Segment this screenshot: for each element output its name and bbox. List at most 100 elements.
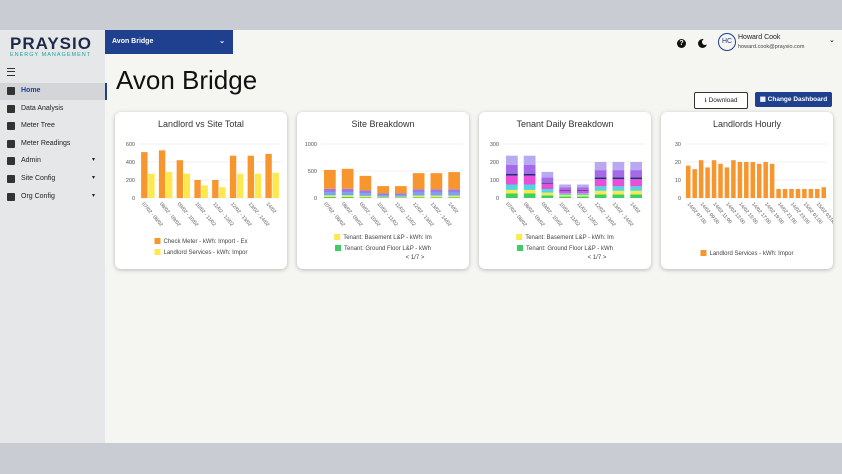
bar-segment bbox=[324, 196, 336, 198]
bar-segment bbox=[612, 190, 625, 195]
bar-segment bbox=[577, 196, 589, 198]
bar-segment bbox=[630, 186, 642, 191]
bar-segment bbox=[506, 189, 518, 194]
nav-item[interactable]: Data Analysis bbox=[0, 101, 105, 118]
legend-swatch bbox=[334, 234, 341, 240]
bar-segment bbox=[594, 190, 607, 195]
bar-segment bbox=[377, 196, 389, 198]
logo-tagline: ENERGY MANAGEMENT bbox=[10, 52, 92, 58]
nav-item[interactable]: Site Config ▾ bbox=[0, 171, 105, 188]
sidebar: PRAYSIO ENERGY MANAGEMENT Home Data Analy… bbox=[0, 30, 107, 443]
menu-icon[interactable] bbox=[7, 68, 15, 76]
bar-segment bbox=[523, 193, 536, 198]
bar-segment bbox=[395, 195, 407, 197]
bar-segment bbox=[395, 193, 407, 196]
bar-segment bbox=[341, 195, 354, 197]
nav-item[interactable]: Meter Tree bbox=[0, 118, 105, 135]
legend-label: Tenant: Ground Floor L&P - kWh bbox=[526, 246, 613, 252]
bar-segment bbox=[377, 195, 389, 197]
bar-segment bbox=[430, 173, 443, 190]
bar-segment bbox=[523, 184, 536, 190]
bar-segment bbox=[377, 193, 389, 196]
y-tick-label: 10 bbox=[675, 178, 681, 184]
bar-segment bbox=[577, 193, 589, 196]
bar-segment bbox=[506, 193, 518, 198]
bar-segment bbox=[523, 189, 536, 194]
bar bbox=[148, 173, 155, 198]
bar bbox=[265, 153, 272, 198]
bar-segment bbox=[559, 196, 571, 198]
y-tick-label: 100 bbox=[490, 178, 499, 184]
bar-segment bbox=[541, 183, 554, 189]
site-selector[interactable]: Avon Bridge ⌄ bbox=[105, 30, 233, 54]
bar bbox=[705, 167, 710, 198]
bar bbox=[737, 162, 743, 198]
bar bbox=[158, 150, 166, 198]
nav-icon bbox=[7, 157, 15, 166]
nav-label: Admin bbox=[21, 157, 41, 165]
bar-segment bbox=[377, 197, 389, 198]
nav-chevron: ▾ bbox=[91, 175, 95, 181]
nav-item[interactable]: Home bbox=[0, 83, 107, 100]
nav-label: Org Config bbox=[21, 192, 55, 200]
bar bbox=[763, 162, 768, 198]
nav-chevron: ▾ bbox=[91, 192, 95, 199]
bar-segment bbox=[506, 155, 518, 165]
bar-segment bbox=[612, 186, 625, 191]
bar-segment bbox=[412, 173, 425, 190]
y-tick-label: 200 bbox=[490, 160, 499, 166]
bar bbox=[212, 180, 219, 198]
y-tick-label: 0 bbox=[132, 196, 135, 202]
bar-segment bbox=[324, 188, 336, 193]
bar bbox=[776, 189, 781, 198]
nav-item[interactable]: Admin ▾ bbox=[0, 153, 105, 170]
y-tick-label: 400 bbox=[126, 160, 135, 166]
bar bbox=[692, 169, 697, 198]
help-icon[interactable]: ? bbox=[677, 39, 686, 48]
avatar[interactable]: HC bbox=[718, 33, 736, 51]
change-dashboard-button[interactable]: ▦ Change Dashboard bbox=[755, 92, 832, 107]
bar-segment bbox=[612, 177, 625, 180]
bar-segment bbox=[324, 192, 336, 196]
bar bbox=[229, 155, 237, 198]
bar-segment bbox=[430, 195, 443, 198]
legend-swatch bbox=[154, 249, 161, 255]
nav-item[interactable]: Meter Readings bbox=[0, 136, 105, 153]
download-button[interactable]: ⭳ Download bbox=[694, 92, 748, 109]
user-name: Howard Cook bbox=[738, 34, 781, 41]
y-tick-label: 20 bbox=[675, 160, 681, 166]
bar-segment bbox=[395, 186, 407, 194]
nav-item[interactable]: Org Config ▾ bbox=[0, 189, 105, 206]
nav-chevron: ▾ bbox=[91, 157, 95, 164]
download-label: Download bbox=[708, 97, 738, 104]
y-tick-label: 300 bbox=[490, 142, 499, 148]
bar bbox=[750, 162, 756, 198]
bar-segment bbox=[448, 172, 460, 190]
bar-segment bbox=[359, 195, 372, 198]
change-dashboard-label: Change Dashboard bbox=[767, 96, 828, 103]
user-email: howard.cook@praysio.com bbox=[738, 44, 805, 50]
nav-label: Home bbox=[21, 87, 41, 94]
site-selector-label: Avon Bridge bbox=[112, 38, 154, 45]
bar bbox=[247, 155, 255, 198]
bar bbox=[254, 173, 262, 198]
bar-segment bbox=[506, 173, 518, 176]
bar-segment bbox=[430, 192, 443, 196]
theme-icon[interactable] bbox=[698, 39, 708, 48]
user-menu-chevron[interactable]: ⌄ bbox=[829, 37, 835, 44]
bar-segment bbox=[559, 190, 571, 194]
bar bbox=[808, 189, 814, 198]
bar-segment bbox=[448, 197, 460, 198]
x-tick-label: 14/02 bbox=[629, 201, 642, 215]
chart-title: Site Breakdown bbox=[351, 119, 414, 129]
bar-segment bbox=[341, 196, 354, 198]
bar-segment bbox=[359, 175, 372, 191]
bar bbox=[789, 189, 794, 198]
bar-segment bbox=[541, 195, 554, 198]
bar bbox=[795, 189, 801, 198]
legend-swatch bbox=[700, 250, 707, 256]
bar-segment bbox=[612, 194, 625, 198]
